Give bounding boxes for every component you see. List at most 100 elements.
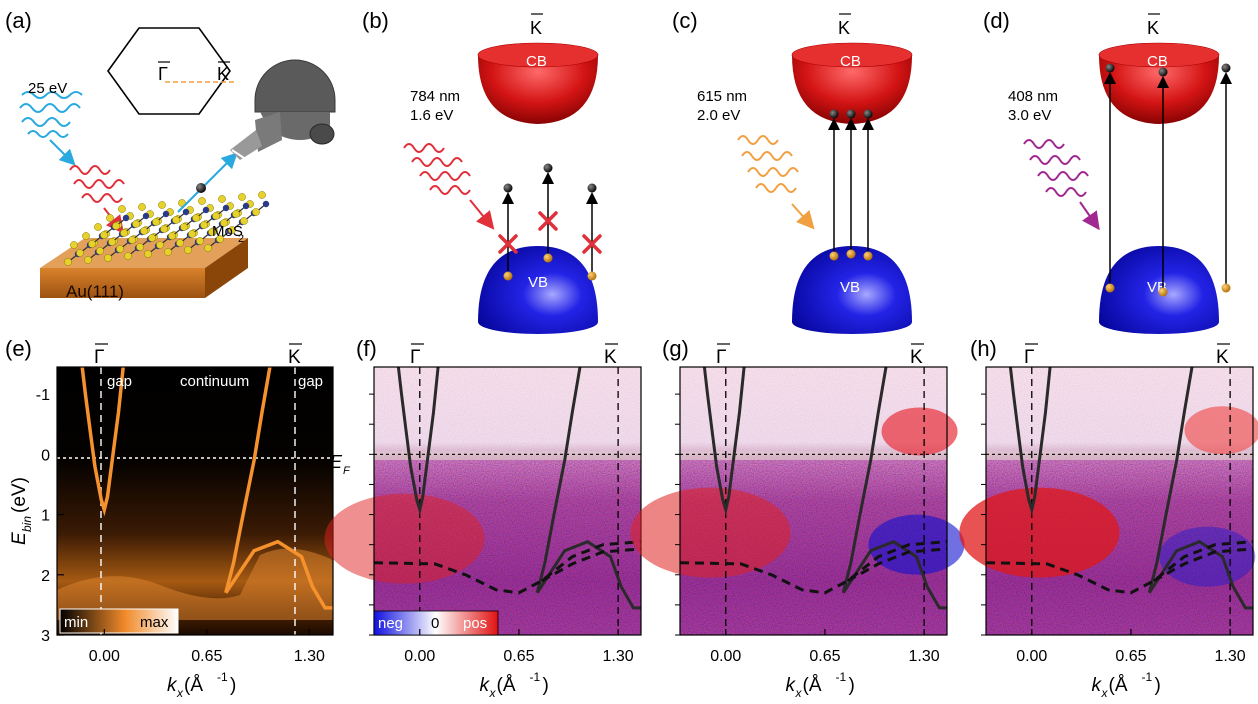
s-atom — [120, 229, 128, 237]
wavelength-b: 784 nm — [410, 88, 460, 105]
x-label-unit: (Å — [497, 675, 516, 696]
x-tick-label-g: 1.30 — [909, 648, 940, 665]
panel-label-e: (e) — [5, 336, 32, 361]
panel-label-b: (b) — [362, 8, 389, 33]
sp-band-h — [1008, 366, 1052, 516]
cb-label-c: CB — [840, 53, 861, 70]
panel-label-g: (g) — [662, 336, 689, 361]
panel-d: (d) K CB VB 408 nm 3.0 eV — [983, 8, 1232, 334]
x-label-exp: -1 — [217, 670, 228, 684]
mo-atom — [182, 208, 190, 216]
s-atom — [216, 235, 224, 243]
right-band-g — [841, 366, 888, 594]
s-atom — [164, 248, 172, 256]
scale-pos-label: pos — [463, 615, 487, 632]
difference-map-h — [959, 366, 1258, 636]
s-atom — [104, 254, 112, 262]
frame-g — [679, 366, 948, 636]
s-atom — [232, 210, 240, 218]
x-tick-label-h: 0.65 — [1115, 648, 1146, 665]
cb-label-b: CB — [526, 53, 547, 70]
continuum-label: continuum — [180, 373, 249, 390]
s-atom — [106, 214, 114, 222]
gamma-label-a: Γ — [158, 64, 168, 84]
s-atom — [108, 238, 116, 246]
kbar-label-e: K — [288, 347, 301, 368]
substrate-label: Au(111) — [66, 282, 124, 301]
s-atom — [192, 214, 200, 222]
photon-c-icon — [737, 135, 815, 230]
diff-hotspot-h — [1184, 406, 1258, 455]
panel-h: (h) Γ K — [970, 336, 1230, 368]
s-atom — [196, 237, 204, 245]
right-band-e — [224, 366, 272, 594]
s-atom — [84, 256, 92, 264]
mo-atom — [162, 210, 170, 218]
s-atom — [124, 252, 132, 260]
panel-e: (e) gap continuum gap min max Γ K -1 0 1 2 3… — [5, 336, 334, 645]
s-atom — [188, 230, 196, 238]
photon-energy-label: 25 eV — [28, 80, 67, 97]
panel-label-a: (a) — [5, 8, 32, 33]
x-label-k: k — [1092, 675, 1103, 696]
gap-label-right: gap — [298, 373, 323, 390]
svg-text:E: E — [9, 532, 30, 545]
mos2-subscript: 2 — [238, 233, 244, 245]
kbar-label-a: K — [217, 64, 229, 84]
mo-atom — [262, 200, 270, 208]
svg-text:F: F — [343, 465, 351, 477]
y-tick-label-e: -1 — [36, 387, 50, 404]
cb-label-d: CB — [1147, 53, 1168, 70]
s-atom — [70, 241, 78, 249]
s-atom — [128, 236, 136, 244]
xuv-photon-icon — [19, 91, 83, 166]
mo-atom — [142, 212, 150, 220]
diff-red-region-f — [324, 493, 485, 584]
bulk-band-glow — [57, 548, 333, 620]
colorscale-e — [59, 608, 179, 634]
s-atom — [252, 208, 260, 216]
x-label-exp: -1 — [530, 670, 541, 684]
vb-label-c: VB — [840, 279, 860, 296]
s-atom — [238, 193, 246, 201]
x-label-close: ) — [849, 675, 855, 696]
s-atom — [200, 221, 208, 229]
y-tick-label-e: 0 — [41, 447, 50, 464]
mos2-vb-split-h — [1153, 547, 1254, 583]
s-atom — [184, 246, 192, 254]
frame-h — [985, 366, 1254, 636]
panel-label-d: (d) — [983, 8, 1010, 33]
panel-label-f: (f) — [356, 336, 377, 361]
panel-a: (a) Γ K 25 eV Au(111) — [5, 8, 336, 301]
x-tick-label-e: 0.65 — [191, 648, 222, 665]
right-band-f — [535, 366, 582, 594]
s-atom — [212, 212, 220, 220]
s-atom — [88, 240, 96, 248]
x-tick-label-f: 0.00 — [404, 648, 435, 665]
svg-text:(eV): (eV) — [9, 477, 30, 513]
panel-c: (c) K CB VB 615 nm 2.0 eV — [672, 8, 913, 334]
sp-band-f — [396, 366, 440, 516]
svg-text:E: E — [330, 452, 343, 472]
diff-noise-top-f — [374, 367, 641, 452]
s-atom — [258, 191, 266, 199]
s-atom — [176, 239, 184, 247]
x-tick-label-h: 1.30 — [1215, 648, 1246, 665]
gamma-label-f: Γ — [410, 347, 420, 368]
s-atom — [152, 218, 160, 226]
s-atom — [140, 227, 148, 235]
mos2-vb-dashed-f — [373, 540, 642, 595]
scale-max-label: max — [140, 614, 169, 631]
diff-red-region-g — [630, 487, 791, 578]
photon-b-icon — [403, 143, 495, 230]
panel-g: (g) Γ K — [662, 336, 924, 368]
s-atom — [168, 232, 176, 240]
y-tick-label-e: 2 — [41, 568, 50, 585]
gold-bands-e — [80, 366, 333, 610]
y-ticks-e: -1 0 1 2 3 — [36, 387, 64, 645]
s-atom — [82, 232, 90, 240]
